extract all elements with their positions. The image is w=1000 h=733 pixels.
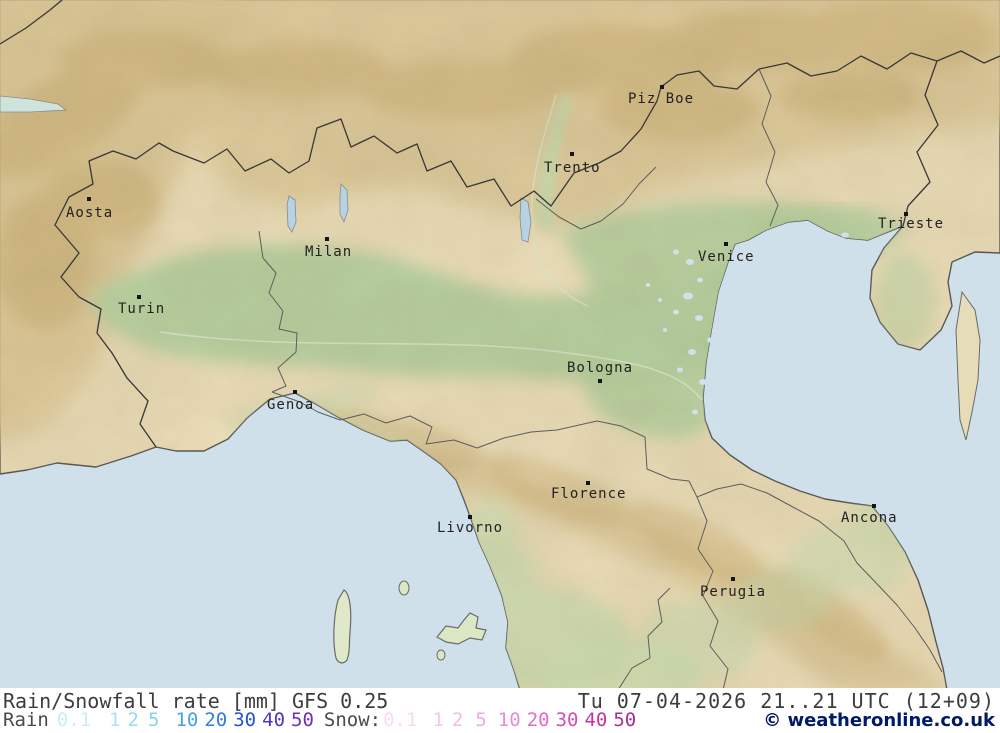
city-marker-turin (137, 295, 141, 299)
city-marker-livorno (468, 515, 472, 519)
rain-scale-value: 20 (204, 709, 228, 731)
snow-scale-value: 2 (451, 709, 464, 731)
city-marker-venice (724, 242, 728, 246)
snow-scale-value: 50 (613, 709, 637, 731)
snow-scale-value: 5 (475, 709, 487, 731)
rain-scale-value: 2 (127, 709, 139, 731)
island-capraia (398, 580, 410, 596)
snow-scale-value: 10 (497, 709, 521, 731)
city-label-genoa: Genoa (267, 397, 315, 413)
snow-scale-label: Snow: (323, 709, 382, 731)
city-label-florence: Florence (551, 486, 627, 502)
city-marker-piz-boe (660, 85, 664, 89)
islet (436, 649, 446, 661)
national-borders (0, 0, 1000, 448)
island-elba (436, 612, 487, 645)
city-label-aosta: Aosta (66, 205, 114, 221)
city-label-bologna: Bologna (567, 360, 634, 376)
rain-scale-value: 30 (233, 709, 257, 731)
snow-scale-value: 1 (432, 709, 444, 731)
rain-scale-label: Rain (3, 709, 49, 731)
rain-scale-value: 50 (291, 709, 314, 731)
timestamp: Tu 07-04-2026 21..21 UTC (12+09) (577, 689, 995, 713)
city-label-piz-boe: Piz Boe (628, 91, 695, 107)
snow-scale-value: 0.1 (383, 709, 418, 731)
copyright: © weatheronline.co.uk (763, 710, 995, 731)
island-cres (955, 290, 981, 441)
city-label-perugia: Perugia (700, 584, 767, 600)
rain-scale-value: 1 (109, 709, 121, 731)
city-marker-genoa (293, 390, 297, 394)
rain-scale-value: 5 (148, 709, 160, 731)
city-marker-trento (570, 152, 574, 156)
city-label-livorno: Livorno (437, 520, 504, 536)
city-label-ancona: Ancona (841, 510, 898, 526)
map-area: Aosta Milan Turin Genoa Trento Piz Boe V… (0, 0, 1000, 690)
city-marker-ancona (872, 504, 876, 508)
city-label-turin: Turin (118, 301, 166, 317)
city-label-venice: Venice (698, 249, 755, 265)
city-marker-milan (325, 237, 329, 241)
legend-scale-row: Rain 0.1 1 2 5 10 20 30 40 50 Snow: 0.1 … (3, 709, 995, 732)
city-marker-bologna (598, 379, 602, 383)
city-label-trieste: Trieste (878, 216, 945, 232)
rain-scale-value: 0.1 (56, 709, 92, 731)
rain-scale-value: 40 (262, 709, 286, 731)
legend-bar: Rain/Snowfall rate [mm] GFS 0.25 Tu 07-0… (0, 688, 1000, 733)
rain-scale-value: 10 (175, 709, 199, 731)
regional-borders (258, 68, 943, 690)
city-label-trento: Trento (544, 160, 601, 176)
city-marker-florence (586, 481, 590, 485)
lagoon-patches (646, 224, 865, 433)
lakes (0, 95, 532, 243)
city-marker-perugia (731, 577, 735, 581)
city-marker-aosta (87, 197, 91, 201)
snow-scale-value: 20 (526, 709, 550, 731)
legend-title-row: Rain/Snowfall rate [mm] GFS 0.25 Tu 07-0… (3, 689, 995, 713)
island-cap-corse (333, 589, 352, 664)
snow-scale-value: 30 (555, 709, 579, 731)
city-label-milan: Milan (305, 244, 353, 260)
legend-title: Rain/Snowfall rate [mm] GFS 0.25 (3, 689, 389, 713)
city-marker-trieste (904, 212, 908, 216)
snow-scale-value: 40 (584, 709, 608, 731)
terrain-map (0, 0, 1000, 690)
